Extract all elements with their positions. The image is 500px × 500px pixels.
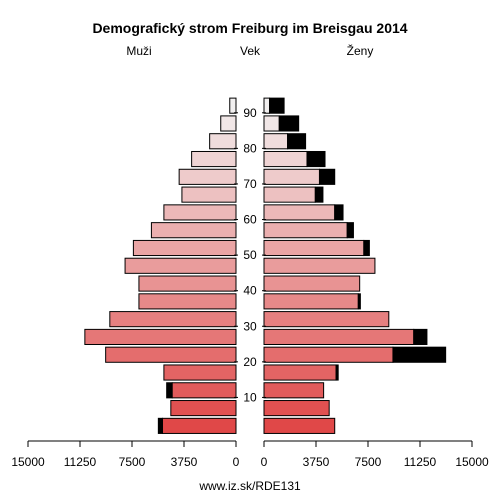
footer-url: www.iz.sk/RDE131 — [198, 479, 301, 493]
male-bar — [163, 364, 237, 381]
male-bar — [191, 150, 237, 168]
female-bar — [263, 186, 316, 203]
male-extra-bar — [157, 417, 164, 434]
female-extra-bar — [392, 346, 447, 363]
center-label: Vek — [240, 44, 261, 58]
male-bar — [124, 257, 237, 274]
x-tick-label: 15000 — [455, 455, 489, 469]
age-tick-label: 70 — [243, 177, 257, 191]
female-extra-bar — [306, 150, 326, 168]
male-bar — [150, 222, 237, 239]
male-bar — [178, 168, 237, 185]
right-label: Ženy — [347, 43, 374, 58]
male-bar — [220, 115, 237, 132]
x-axis: 15000 11250 7500 3750 0 0 3750 7500 11250 15000 — [11, 440, 489, 469]
age-tick-label: 90 — [243, 106, 257, 120]
female-bar — [263, 400, 330, 417]
female-bar — [263, 364, 337, 381]
male-bar — [209, 133, 237, 150]
age-tick-label: 80 — [243, 141, 257, 155]
female-bar — [263, 311, 390, 328]
left-label: Muži — [126, 44, 151, 58]
male-bar — [163, 204, 237, 221]
female-bar — [263, 346, 394, 363]
male-bar — [84, 328, 237, 345]
x-tick-label: 11250 — [64, 455, 97, 469]
x-tick-label: 0 — [233, 455, 240, 469]
female-bar — [263, 133, 289, 150]
x-tick-label: 0 — [261, 455, 268, 469]
female-bar — [263, 257, 376, 274]
x-tick-label: 11250 — [404, 455, 437, 469]
male-bar — [171, 382, 237, 399]
male-bar — [138, 293, 237, 310]
male-bar — [162, 417, 237, 434]
age-tick-label: 10 — [243, 390, 257, 404]
female-extra-bar — [314, 186, 324, 203]
female-bar — [263, 293, 359, 310]
female-bar — [263, 97, 271, 114]
male-bar — [105, 346, 237, 363]
male-bar — [138, 275, 237, 292]
male-bar — [181, 186, 237, 203]
female-extra-bar — [278, 115, 300, 132]
female-bar — [263, 239, 365, 257]
female-extra-bar — [334, 204, 344, 221]
female-extra-bar — [318, 168, 336, 185]
x-tick-label: 7500 — [355, 455, 382, 469]
female-bar — [263, 222, 348, 239]
female-extra-bar — [363, 239, 370, 257]
female-bar — [263, 168, 320, 185]
female-extra-bar — [269, 97, 285, 114]
age-tick-label: 40 — [243, 284, 257, 298]
x-tick-label: 3750 — [303, 455, 330, 469]
x-tick-label: 7500 — [119, 455, 146, 469]
age-axis: 10 20 30 40 50 60 70 80 90 — [234, 106, 266, 404]
male-bar — [170, 400, 237, 417]
female-bar — [263, 328, 415, 345]
female-bar — [263, 417, 336, 434]
chart-title: Demografický strom Freiburg im Breisgau … — [92, 20, 407, 36]
female-extra-bar — [346, 222, 354, 239]
female-bars — [263, 97, 447, 434]
female-bar — [263, 150, 308, 168]
female-extra-bar — [335, 364, 339, 381]
x-tick-label: 3750 — [171, 455, 198, 469]
age-tick-label: 60 — [243, 213, 257, 227]
male-bar — [132, 239, 237, 257]
female-bar — [263, 275, 361, 292]
x-tick-label: 15000 — [11, 455, 45, 469]
female-bar — [263, 115, 280, 132]
male-bar — [229, 97, 237, 114]
female-bar — [263, 382, 325, 399]
age-tick-label: 50 — [243, 248, 257, 262]
age-tick-label: 20 — [243, 355, 257, 369]
female-extra-bar — [287, 133, 307, 150]
female-extra-bar — [413, 328, 428, 345]
male-bars — [84, 97, 237, 434]
male-bar — [109, 311, 237, 328]
female-bar — [263, 204, 336, 221]
female-extra-bar — [357, 293, 361, 310]
male-extra-bar — [166, 382, 173, 399]
age-tick-label: 30 — [243, 319, 257, 333]
